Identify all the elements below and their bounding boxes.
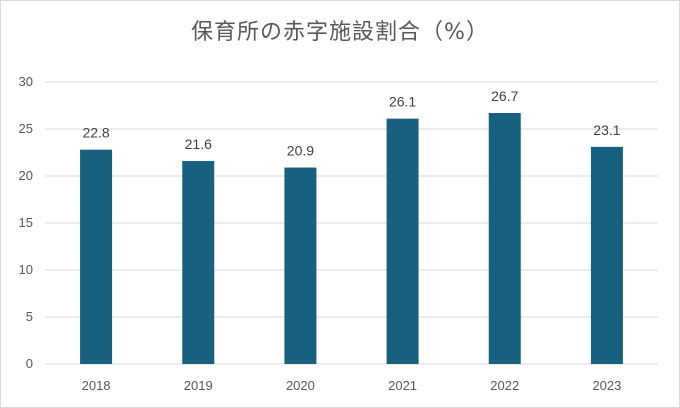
x-tick-label-2021: 2021 — [388, 378, 417, 393]
bar-2022 — [488, 113, 521, 365]
y-tick-label: 30 — [19, 74, 33, 89]
y-axis-ticks: 0 5 10 15 20 25 30 — [19, 74, 33, 371]
y-tick-label: 20 — [19, 168, 33, 183]
data-labels: 22.8 21.6 20.9 26.1 26.7 23.1 — [82, 88, 620, 159]
chart-title: 保育所の赤字施設割合（%） — [191, 20, 489, 45]
y-tick-label: 25 — [19, 121, 33, 136]
bar-2019 — [182, 160, 215, 364]
bar-2018 — [80, 149, 113, 364]
data-label-2020: 20.9 — [287, 143, 314, 159]
bars — [80, 113, 623, 365]
x-tick-label-2022: 2022 — [490, 378, 519, 393]
data-label-2022: 26.7 — [491, 88, 518, 104]
data-label-2019: 21.6 — [185, 136, 212, 152]
bar-2020 — [284, 167, 317, 364]
x-tick-label-2023: 2023 — [592, 378, 621, 393]
bar-2023 — [590, 146, 623, 364]
data-label-2021: 26.1 — [389, 94, 416, 110]
x-tick-label-2020: 2020 — [286, 378, 315, 393]
x-tick-label-2019: 2019 — [184, 378, 213, 393]
data-label-2018: 22.8 — [82, 125, 109, 141]
bar-2021 — [386, 118, 419, 364]
x-axis-ticks: 2018 2019 2020 2021 2022 2023 — [82, 378, 622, 393]
data-label-2023: 23.1 — [593, 122, 620, 138]
x-tick-label-2018: 2018 — [82, 378, 111, 393]
y-tick-label: 10 — [19, 262, 33, 277]
gridlines — [45, 81, 658, 365]
y-tick-label: 15 — [19, 215, 33, 230]
y-tick-label: 0 — [26, 356, 33, 371]
y-tick-label: 5 — [26, 309, 33, 324]
